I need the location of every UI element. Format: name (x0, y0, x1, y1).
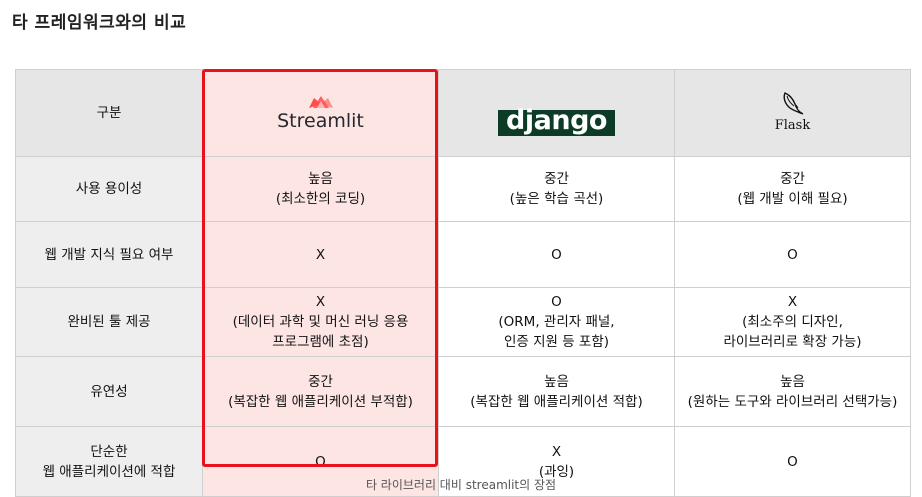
flask-header: Flask (674, 69, 911, 157)
row-label: 완비된 툴 제공 (15, 287, 203, 357)
streamlit-header: Streamlit (202, 69, 439, 157)
table-row: 완비된 툴 제공 X (데이터 과학 및 머신 러닝 응용 프로그램에 초점) … (15, 287, 911, 357)
row-label: 단순한 웹 애플리케이션에 적합 (15, 426, 203, 497)
streamlit-crown-icon (308, 96, 333, 108)
page-title: 타 프레임워크와의 비교 (12, 13, 187, 33)
table-row: 유연성 중간 (복잡한 웹 애플리케이션 부적합) 높음 (복잡한 웹 애플리케… (15, 356, 911, 427)
row-label: 웹 개발 지식 필요 여부 (15, 221, 203, 288)
table-row: 사용 용이성 높음 (최소한의 코딩) 중간 (높은 학습 곡선) 중간 (웹 … (15, 156, 911, 222)
flask-horn-icon (783, 92, 803, 115)
streamlit-cell: X (202, 221, 439, 288)
streamlit-cell: X (데이터 과학 및 머신 러닝 응용 프로그램에 초점) (202, 287, 439, 357)
flask-cell: O (674, 221, 911, 288)
category-header: 구분 (15, 69, 203, 157)
flask-logo-text: Flask (774, 118, 811, 133)
row-label: 유연성 (15, 356, 203, 427)
django-cell: 중간 (높은 학습 곡선) (438, 156, 675, 222)
streamlit-logo-text: Streamlit (277, 110, 364, 132)
comparison-table: 구분 Streamlit django (15, 69, 911, 497)
row-label: 사용 용이성 (15, 156, 203, 222)
django-cell: 높음 (복잡한 웹 애플리케이션 적합) (438, 356, 675, 427)
flask-cell: 중간 (웹 개발 이해 필요) (674, 156, 911, 222)
django-logo: django (498, 107, 615, 136)
streamlit-cell: O (202, 426, 439, 497)
django-header: django (438, 69, 675, 157)
figure-caption: 타 라이브러리 대비 streamlit의 장점 (365, 478, 557, 492)
header-row: 구분 Streamlit django (15, 69, 911, 157)
django-cell: O (438, 221, 675, 288)
django-cell: O (ORM, 관리자 패널, 인증 지원 등 포함) (438, 287, 675, 357)
streamlit-cell: 중간 (복잡한 웹 애플리케이션 부적합) (202, 356, 439, 427)
table-row: 단순한 웹 애플리케이션에 적합 O X (과잉) O (15, 426, 911, 497)
django-cell: X (과잉) (438, 426, 675, 497)
flask-cell: X (최소주의 디자인, 라이브러리로 확장 가능) (674, 287, 911, 357)
flask-cell: 높음 (원하는 도구와 라이브러리 선택가능) (674, 356, 911, 427)
table-row: 웹 개발 지식 필요 여부 X O O (15, 221, 911, 288)
streamlit-cell: 높음 (최소한의 코딩) (202, 156, 439, 222)
